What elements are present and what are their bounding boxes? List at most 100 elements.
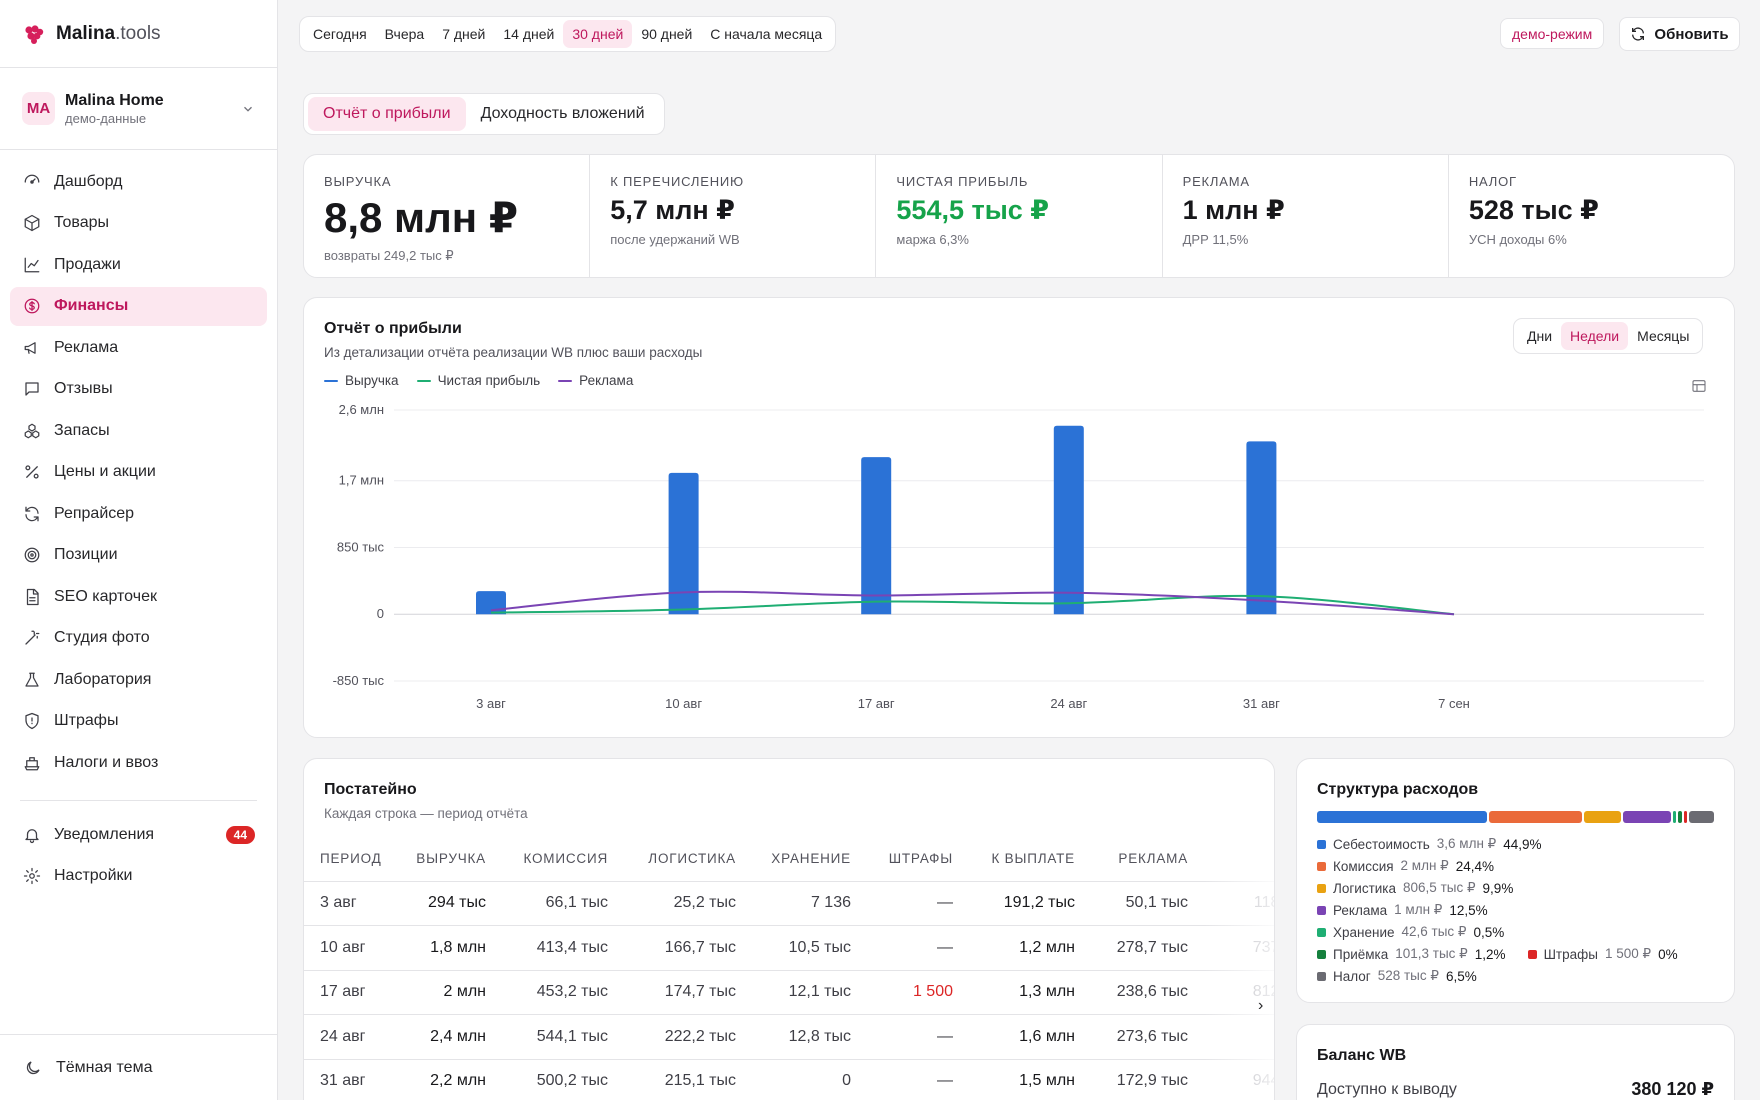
sidebar-item-penalties[interactable]: Штрафы (10, 702, 267, 741)
expense-segment[interactable] (1672, 811, 1676, 823)
table-row[interactable]: 3 авг 294 тыс 66,1 тыс 25,2 тыс 7 136—191,2 … (304, 881, 1274, 926)
sidebar-item-positions[interactable]: Позиции (10, 536, 267, 575)
column-header[interactable]: Реклама (1075, 837, 1188, 882)
expense-percent: 44,9% (1503, 836, 1542, 852)
legend-label: Реклама (579, 373, 634, 388)
bar-revenue[interactable] (861, 457, 892, 615)
legend-item-ads[interactable]: Реклама (558, 373, 633, 388)
theme-toggle-label: Тёмная тема (56, 1058, 153, 1076)
kpi-strip: Выручка 8,8 млн ₽ возвраты 249,2 тыс ₽ К… (303, 154, 1735, 278)
expense-amount: 42,6 тыс ₽ (1401, 924, 1467, 939)
period-month-to-date[interactable]: С начала месяца (710, 26, 823, 42)
period-today[interactable]: Сегодня (313, 26, 367, 42)
bar-revenue[interactable] (1053, 425, 1084, 615)
brand[interactable]: Malina.tools (0, 0, 277, 68)
table-row[interactable]: 24 авг 2,4 млн 544,1 тыс 222,2 тыс 12,8 тыс —… (304, 1014, 1274, 1060)
expense-item[interactable]: Хранение 42,6 тыс ₽ 0,5% (1317, 924, 1504, 940)
table-cell: 2,2 млн (386, 1059, 486, 1100)
expense-segment[interactable] (1677, 811, 1683, 823)
expense-item[interactable]: Штрафы 1 500 ₽ 0% (1527, 946, 1678, 962)
table-icon (1692, 380, 1706, 392)
sidebar-item-reviews[interactable]: Отзывы (10, 370, 267, 409)
sidebar-item-settings[interactable]: Настройки (10, 857, 267, 896)
sidebar-item-prices[interactable]: Цены и акции (10, 453, 267, 492)
table-cell: 50,1 тыс (1075, 881, 1188, 926)
column-header[interactable]: К выплате (953, 837, 1075, 882)
column-header[interactable]: Период (304, 837, 386, 882)
expense-segment[interactable] (1489, 811, 1582, 823)
period-yesterday[interactable]: Вчера (384, 26, 425, 42)
column-header[interactable]: Логистика (608, 837, 736, 882)
table-row[interactable]: 17 авг 2 млн 453,2 тыс 174,7 тыс 12,1 тыс 1 5… (304, 970, 1274, 1015)
expense-item[interactable]: Себестоимость 3,6 млн ₽ 44,9% (1317, 836, 1542, 852)
expense-item[interactable]: Налог 528 тыс ₽ 6,5% (1317, 968, 1477, 984)
workspace-switcher[interactable]: MA Malina Home демо-данные (0, 68, 277, 150)
sidebar-item-lab[interactable]: Лаборатория (10, 660, 267, 699)
legend-item-revenue[interactable]: Выручка (324, 373, 399, 388)
bar-revenue[interactable] (476, 591, 506, 615)
tab-profit-report[interactable]: Отчёт о прибыли (308, 97, 466, 131)
period-7-days[interactable]: 7 дней (442, 26, 486, 42)
sidebar-item-ads[interactable]: Реклама (10, 328, 267, 367)
bar-revenue[interactable] (668, 472, 699, 615)
legend-item-profit[interactable]: Чистая прибыль (416, 373, 540, 388)
sidebar-item-dashboard[interactable]: Дашборд (10, 162, 267, 201)
column-header[interactable]: Штрафы (851, 837, 953, 882)
sidebar-item-label: Налоги и ввоз (54, 753, 159, 771)
table-cell: 31 авг (304, 1059, 386, 1100)
table-cell: — (851, 1014, 953, 1060)
expense-segment[interactable] (1583, 811, 1622, 823)
flask-icon (23, 671, 41, 689)
table-row[interactable]: 10 авг 1,8 млн 413,4 тыс 166,7 тыс 10,5 тыс —… (304, 925, 1274, 971)
expense-percent: 0% (1658, 946, 1678, 962)
column-header[interactable]: Выручка (386, 837, 486, 882)
line-net-profit[interactable] (490, 594, 1455, 616)
demo-mode-badge[interactable]: демо-режим (1500, 18, 1605, 49)
sidebar-item-notifications[interactable]: Уведомления 44 (10, 815, 267, 854)
expense-row: Реклама 1 млн ₽ 12,5% (1317, 899, 1727, 921)
x-tick-label: 10 авг (665, 696, 702, 711)
expense-segment[interactable] (1623, 811, 1671, 823)
column-header[interactable]: Комиссия (486, 837, 608, 882)
theme-toggle[interactable]: Тёмная тема (0, 1034, 277, 1100)
column-header[interactable]: Себес (1188, 837, 1274, 882)
kpi-label: Выручка (324, 174, 392, 189)
sidebar-item-sales[interactable]: Продажи (10, 245, 267, 284)
table-cell: 453,2 тыс (486, 970, 608, 1015)
line-ads[interactable] (490, 590, 1455, 616)
period-30-days[interactable]: 30 дней (563, 20, 633, 48)
bar-revenue[interactable] (1246, 441, 1277, 615)
sidebar-item-repricer[interactable]: Репрайсер (10, 494, 267, 533)
expense-item[interactable]: Комиссия 2 млн ₽ 24,4% (1317, 858, 1494, 874)
expense-item[interactable]: Реклама 1 млн ₽ 12,5% (1317, 902, 1488, 918)
expense-item[interactable]: Приёмка 101,3 тыс ₽ 1,2% (1317, 946, 1506, 962)
sidebar-item-taxes[interactable]: Налоги и ввоз (10, 743, 267, 782)
table-row[interactable]: 31 авг 2,2 млн 500,2 тыс 215,1 тыс 0—1,5 млн… (304, 1059, 1274, 1100)
expense-segment[interactable] (1684, 811, 1688, 823)
column-header[interactable]: Хранение (736, 837, 851, 882)
tab-investment-return[interactable]: Доходность вложений (480, 105, 645, 122)
expense-segment[interactable] (1689, 811, 1715, 823)
magic-wand-icon (23, 629, 41, 647)
period-14-days[interactable]: 14 дней (503, 26, 555, 42)
period-90-days[interactable]: 90 дней (641, 26, 693, 42)
sidebar-item-finance[interactable]: Финансы (10, 286, 267, 326)
granularity-weeks[interactable]: Недели (1561, 322, 1629, 350)
expense-item[interactable]: Логистика 806,5 тыс ₽ 9,9% (1317, 880, 1513, 896)
expense-color-dot (1317, 949, 1326, 959)
sidebar-item-stocks[interactable]: Запасы (10, 411, 267, 450)
granularity-days[interactable]: Дни (1527, 328, 1553, 344)
expense-segment[interactable] (1317, 811, 1488, 823)
sidebar-item-products[interactable]: Товары (10, 204, 267, 243)
scroll-right-icon[interactable]: › (1258, 997, 1264, 1014)
kpi-subtitle: маржа 6,3% (896, 232, 969, 247)
sidebar-item-seo[interactable]: SEO карточек (10, 577, 267, 616)
table-view-toggle[interactable] (1691, 378, 1709, 396)
expense-amount: 806,5 тыс ₽ (1403, 880, 1476, 895)
table-cell: — (851, 881, 953, 926)
refresh-button[interactable]: Обновить (1619, 17, 1740, 51)
expense-structure-card: Структура расходов Себестоимость 3,6 млн … (1296, 758, 1735, 1003)
table-cell: 1,5 млн (953, 1059, 1075, 1100)
sidebar-item-photo-studio[interactable]: Студия фото (10, 619, 267, 658)
granularity-months[interactable]: Месяцы (1637, 328, 1690, 344)
